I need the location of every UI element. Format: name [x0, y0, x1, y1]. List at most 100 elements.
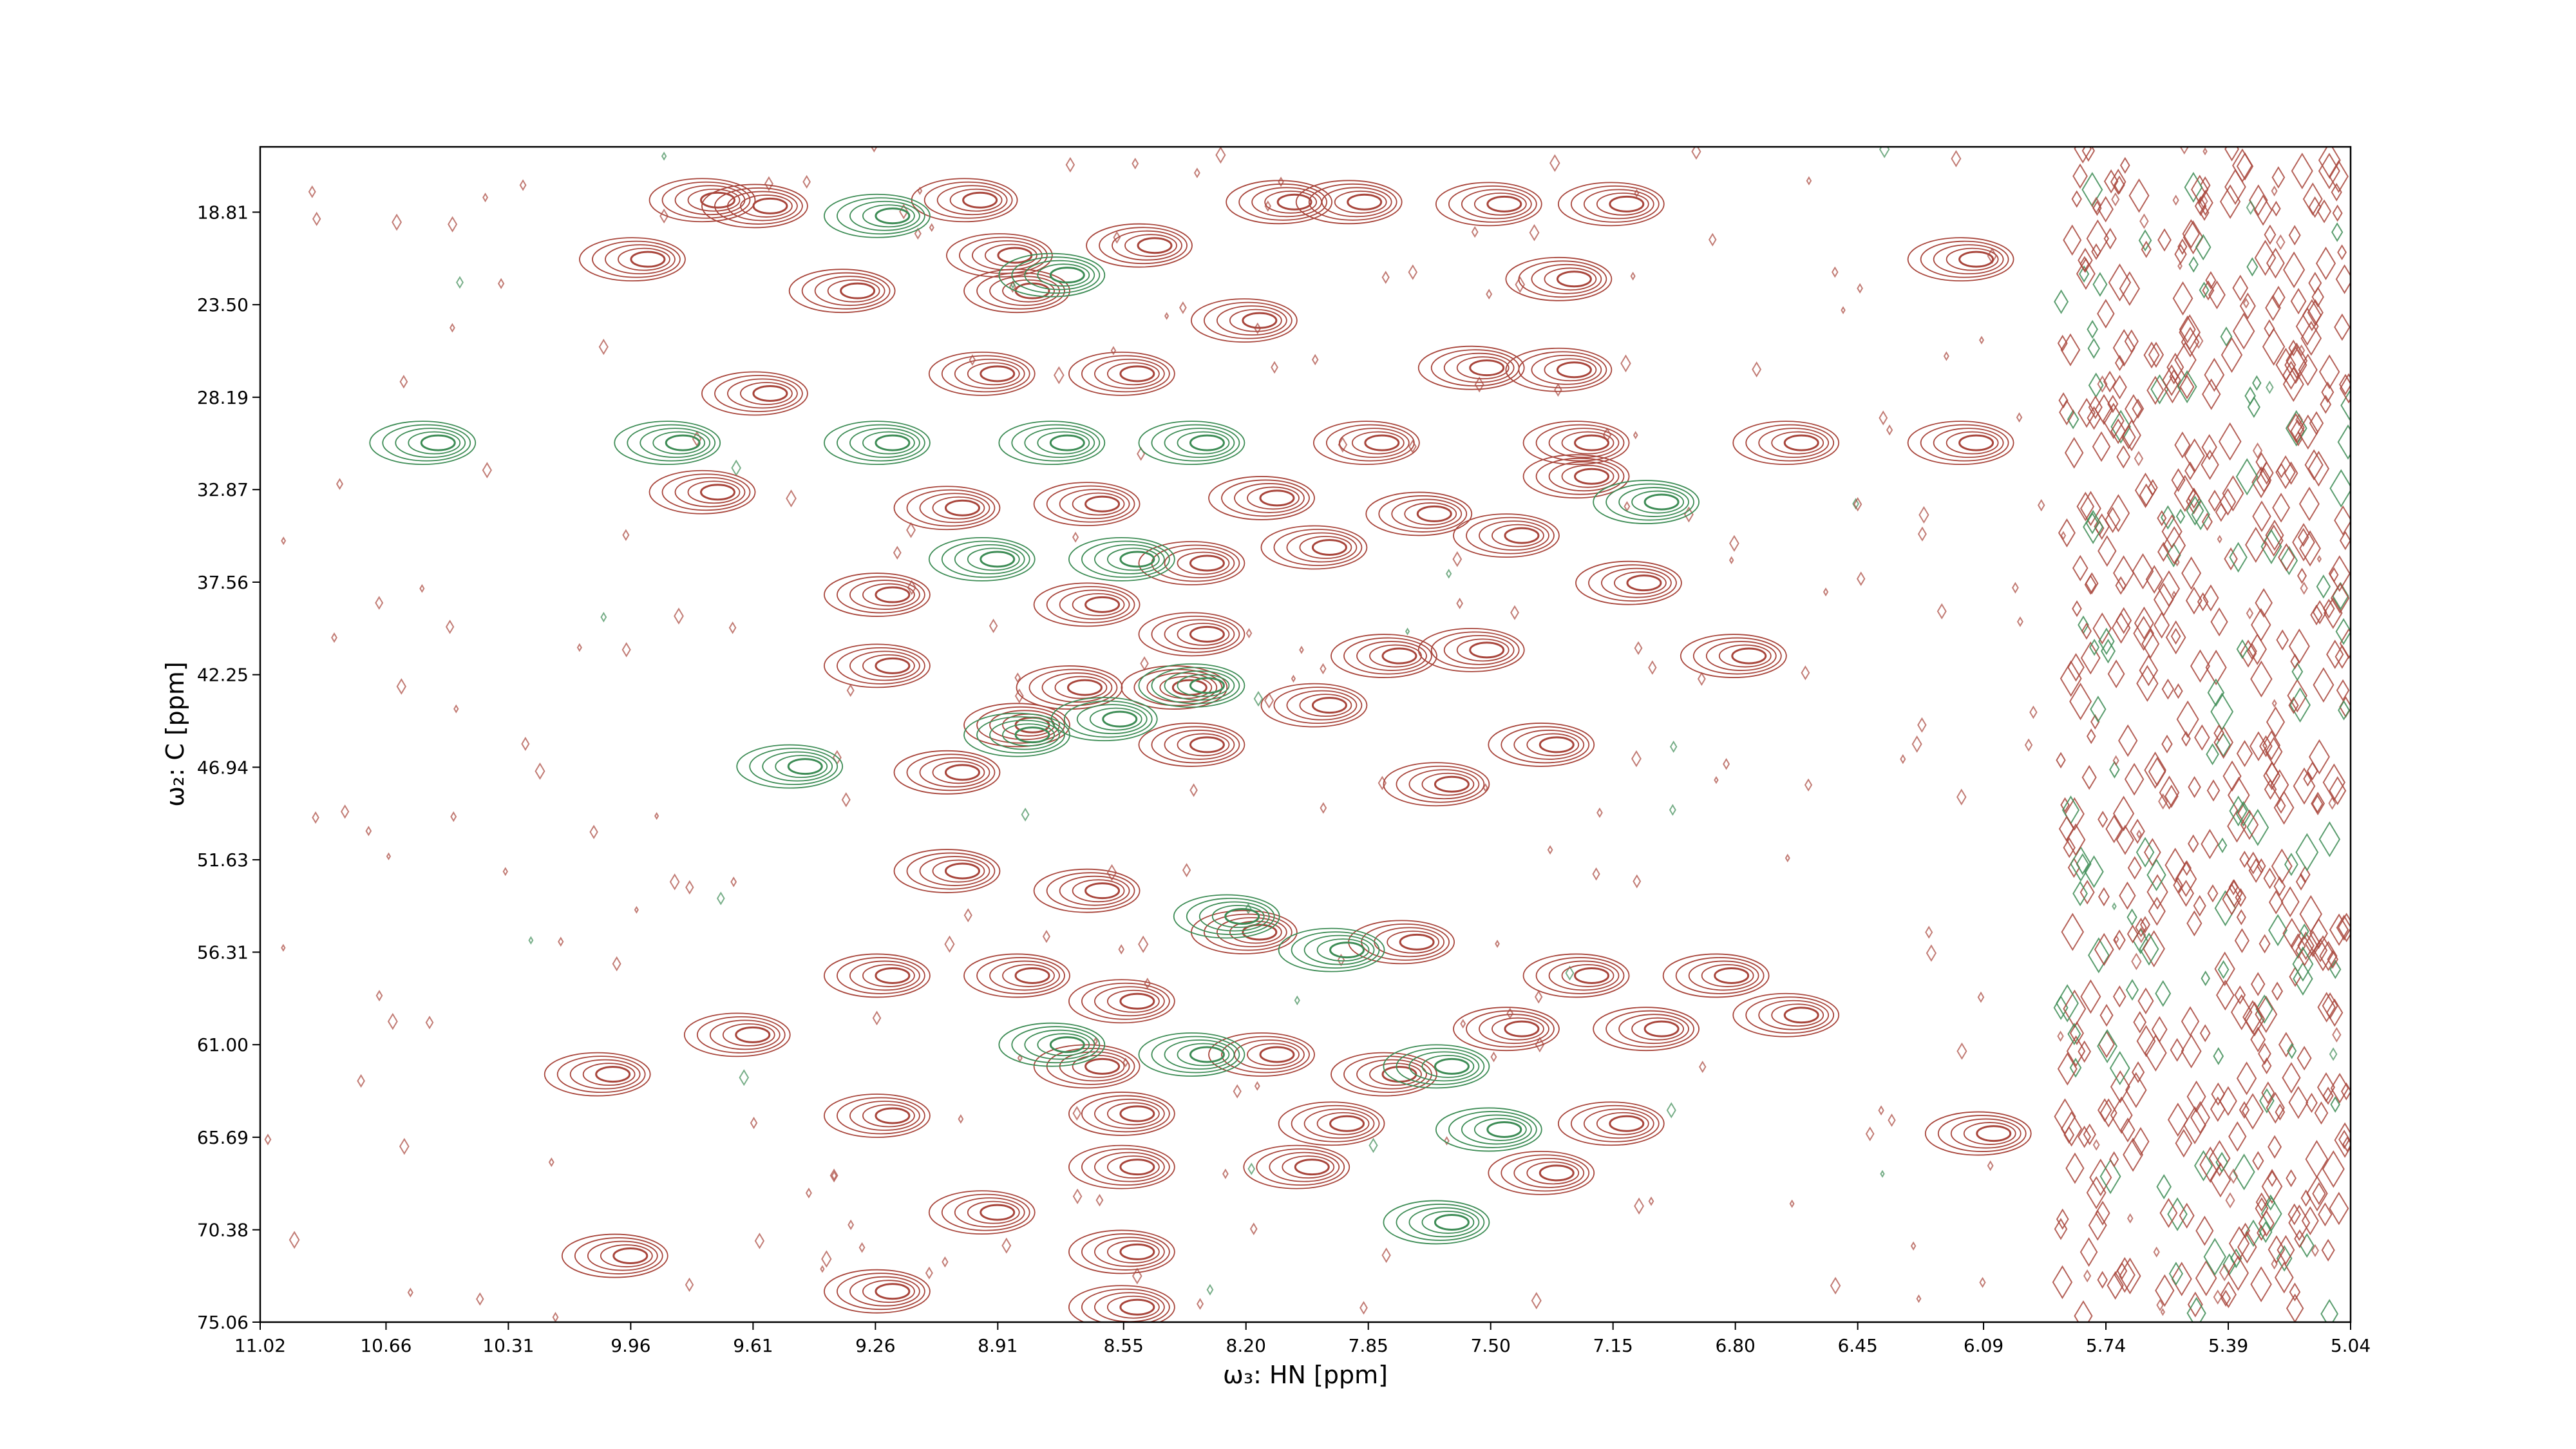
peak	[893, 486, 1001, 531]
noise-contour	[2295, 413, 2304, 426]
noise-contour	[600, 612, 607, 623]
noise-contour	[2060, 660, 2082, 697]
noise-contour	[425, 1016, 434, 1030]
contour-ring	[1369, 1063, 1422, 1086]
noise-contour	[2332, 204, 2343, 222]
contour-ring	[1347, 193, 1383, 211]
contour-ring	[1119, 1159, 1155, 1176]
contour-ring	[1421, 1211, 1475, 1234]
noise-contour	[2099, 1159, 2121, 1195]
contour-ring	[1548, 461, 1620, 492]
noise-contour	[2202, 584, 2219, 612]
noise-contour	[2321, 1238, 2335, 1262]
noise-contour	[2160, 1308, 2166, 1316]
noise-contour	[2060, 333, 2081, 366]
noise-contour	[2116, 607, 2132, 634]
noise-contour	[2225, 1192, 2235, 1209]
noise-contour	[820, 1265, 825, 1273]
y-tick-label: 56.31	[197, 942, 249, 963]
contour-ring	[752, 197, 788, 214]
contour-ring	[1308, 183, 1397, 221]
contour-ring	[1574, 967, 1610, 984]
noise-contour	[2287, 1043, 2297, 1059]
contour-ring	[1094, 986, 1165, 1017]
contour-ring	[1164, 1039, 1235, 1070]
noise-contour	[2201, 434, 2217, 460]
contour-ring	[1106, 1295, 1160, 1319]
noise-contour	[2340, 390, 2351, 421]
noise-contour	[2139, 916, 2150, 934]
noise-contour	[2221, 1289, 2231, 1307]
peak	[1505, 256, 1613, 301]
contour-ring	[1037, 1033, 1090, 1057]
peak-contour	[1138, 541, 1245, 585]
noise-contour	[2266, 247, 2285, 279]
noise-contour	[289, 1231, 300, 1249]
noise-contour	[2179, 374, 2195, 399]
noise-contour	[2315, 247, 2336, 280]
contour-ring	[849, 1276, 920, 1307]
contour-ring	[1643, 493, 1680, 511]
noise-contour	[2331, 222, 2344, 242]
noise-contour	[2295, 307, 2319, 346]
contour-ring	[837, 1273, 925, 1311]
noise-contour	[2259, 1220, 2273, 1244]
contour-ring	[923, 181, 1013, 219]
noise-contour	[2318, 354, 2340, 390]
contour-ring	[1282, 1155, 1335, 1179]
contour-ring	[1745, 424, 1835, 462]
noise-contour	[2103, 370, 2117, 393]
noise-contour	[2076, 491, 2095, 522]
contour-ring	[592, 240, 681, 278]
contour-ring	[919, 856, 990, 886]
contour-ring	[1963, 1122, 2016, 1145]
noise-contour	[2239, 639, 2257, 668]
contour-ring	[1089, 707, 1142, 731]
noise-contour	[2255, 995, 2278, 1034]
noise-contour	[2252, 500, 2271, 533]
contour-ring	[954, 544, 1025, 574]
contour-ring	[1548, 428, 1620, 459]
contour-ring	[1081, 1148, 1170, 1186]
contour-ring	[1539, 736, 1575, 753]
noise-contour	[2054, 1218, 2068, 1240]
noise-contour	[2232, 274, 2249, 301]
contour-ring	[967, 362, 1020, 386]
noise-contour	[2085, 572, 2099, 595]
peak-contour	[579, 237, 686, 282]
contour-ring	[1203, 301, 1293, 339]
peak-contour	[1295, 180, 1403, 225]
contour-ring	[1084, 882, 1121, 900]
noise-contour	[2311, 791, 2325, 816]
peak-contour	[561, 1233, 668, 1278]
contour-ring	[1531, 263, 1602, 294]
peak	[1226, 180, 1333, 225]
contour-ring	[1466, 1010, 1555, 1048]
noise-contour	[2190, 175, 2209, 205]
noise-contour	[2174, 558, 2180, 567]
noise-contour	[2194, 724, 2210, 751]
peak-contour	[893, 849, 1001, 893]
contour-ring	[1084, 596, 1121, 613]
peak-contour	[1138, 421, 1245, 466]
contour-ring	[1456, 356, 1510, 380]
contour-ring	[612, 1247, 649, 1265]
noise-contour	[331, 632, 337, 643]
noise-contour	[1785, 853, 1790, 863]
peak	[928, 537, 1036, 582]
noise-contour	[2199, 1024, 2211, 1043]
contour-ring	[752, 385, 788, 402]
noise-contour	[1001, 1237, 1012, 1254]
contour-ring	[941, 540, 1030, 578]
x-tick-label: 8.55	[1104, 1335, 1144, 1356]
noise-contour	[612, 956, 621, 972]
noise-contour	[2255, 452, 2268, 472]
noise-contour	[2316, 554, 2322, 564]
peak-contour	[1260, 525, 1368, 570]
noise-contour	[669, 873, 680, 891]
noise-contour	[2166, 542, 2181, 567]
noise-contour	[2108, 263, 2132, 302]
contour-ring	[989, 960, 1060, 991]
contour-ring	[849, 1101, 920, 1131]
